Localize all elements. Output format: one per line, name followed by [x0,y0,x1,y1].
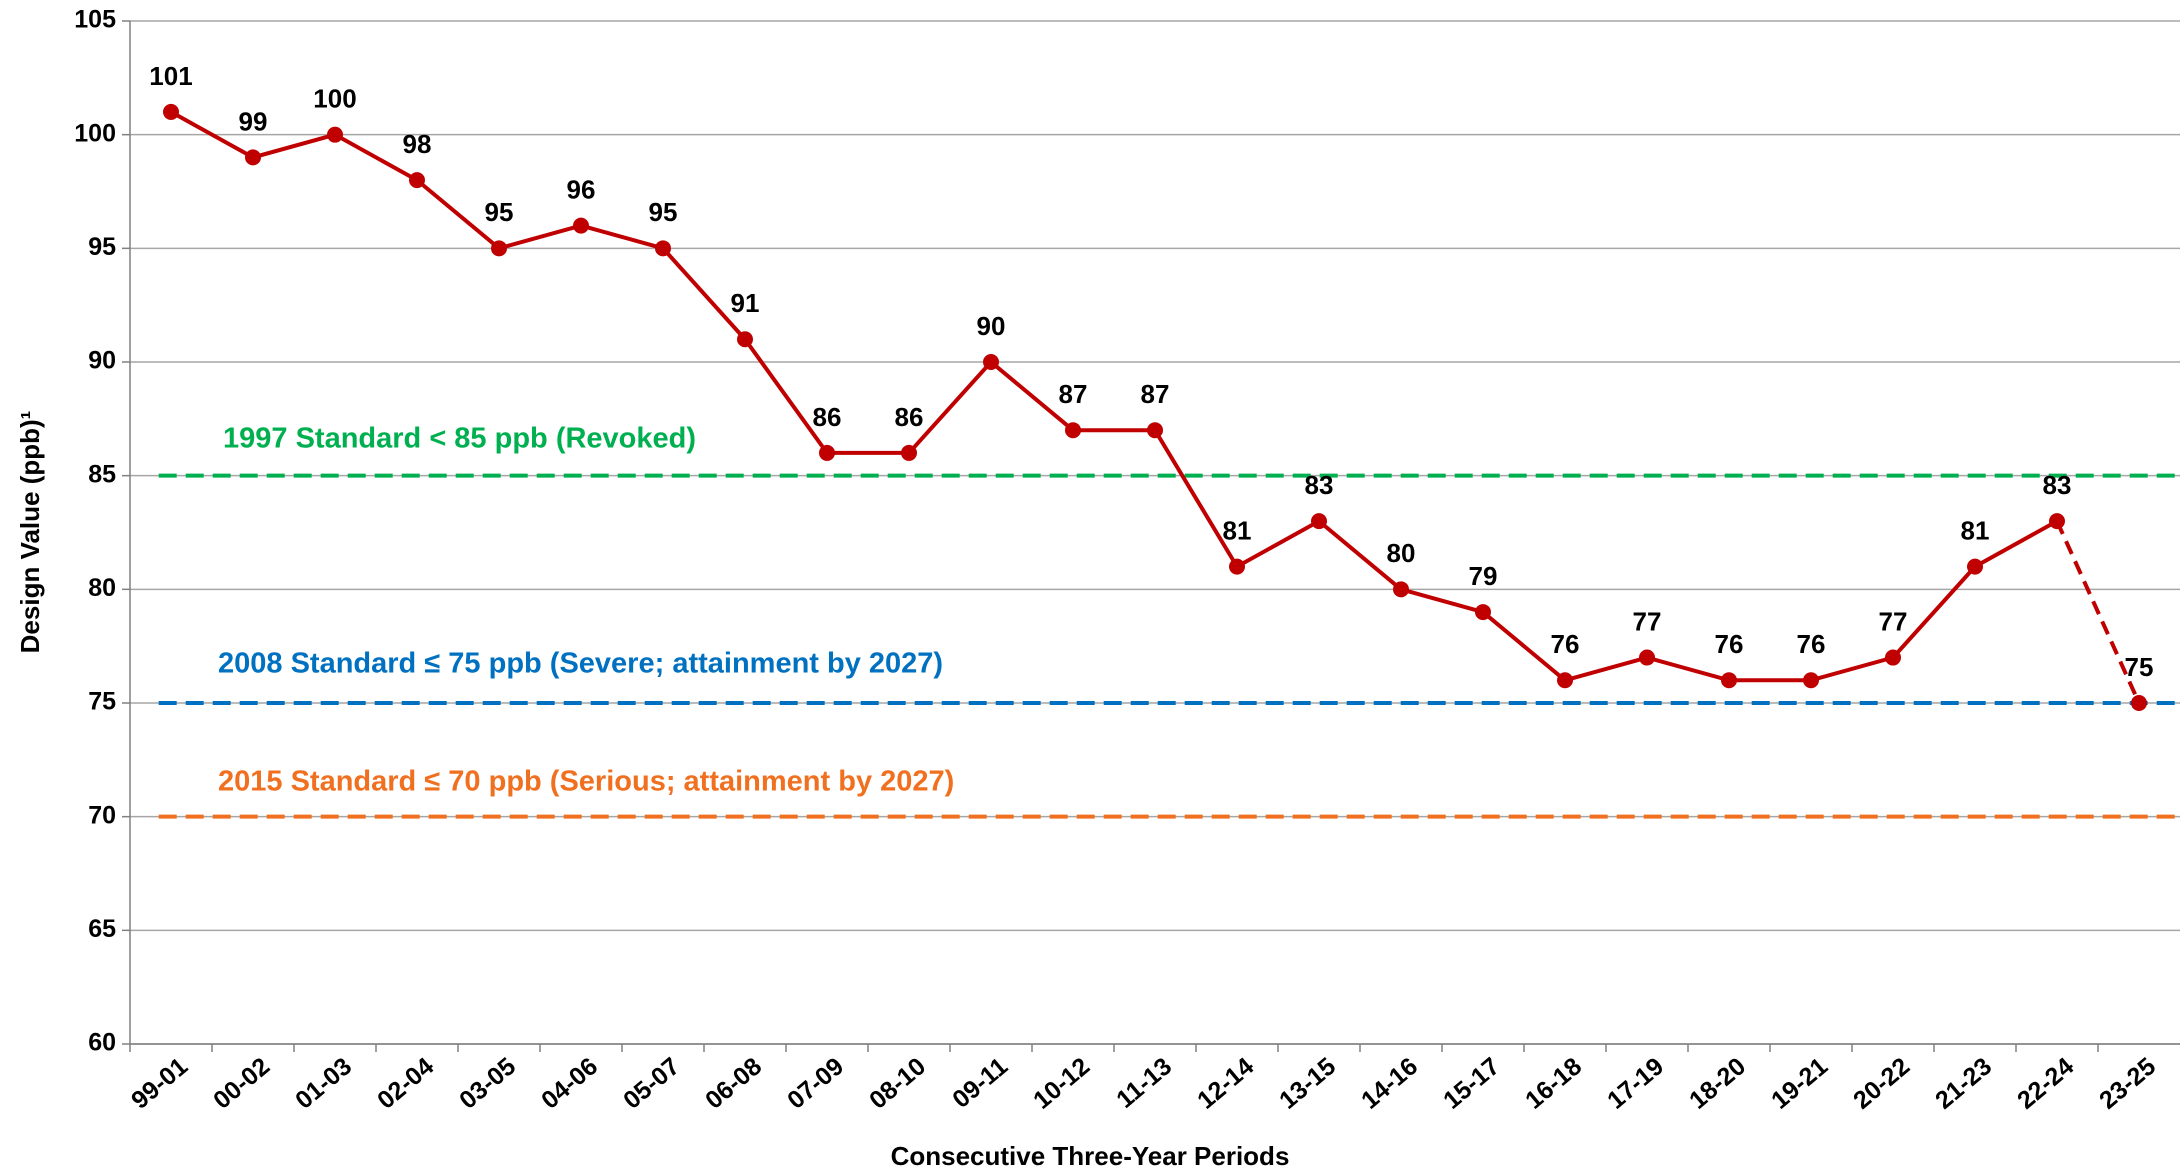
data-point [2131,695,2147,711]
data-point [327,126,343,143]
data-label: 79 [1469,561,1498,591]
y-tick-label: 65 [88,915,116,943]
x-tick-label: 06-08 [700,1052,767,1115]
x-tick-label: 08-10 [864,1052,931,1115]
y-tick-label: 100 [74,119,116,147]
data-point [819,444,835,461]
x-tick-label: 04-06 [536,1052,603,1115]
data-point [245,149,261,166]
data-point [2049,513,2065,530]
y-tick-label: 85 [88,460,116,488]
y-tick-label: 95 [88,233,116,261]
reference-label: 1997 Standard < 85 ppb (Revoked) [223,422,696,454]
data-label: 80 [1387,538,1416,568]
data-point [737,331,753,348]
x-tick-label: 01-03 [290,1052,357,1115]
y-tick-label: 90 [88,347,116,375]
data-label: 77 [1633,606,1662,636]
y-tick-label: 70 [88,801,116,829]
data-point [1721,672,1737,689]
x-tick-label: 18-20 [1684,1052,1751,1115]
data-label: 101 [149,61,192,91]
x-tick-label: 19-21 [1766,1052,1833,1115]
x-tick-label: 15-17 [1438,1052,1505,1115]
data-label: 75 [2125,652,2154,682]
x-tick-label: 02-04 [372,1052,439,1115]
data-point [1229,558,1245,575]
x-tick-label: 23-25 [2094,1052,2161,1115]
y-tick-label: 80 [88,574,116,602]
data-point [1885,649,1901,666]
data-label: 83 [2043,470,2072,500]
data-label: 95 [649,197,678,227]
data-point [573,217,589,234]
reference-label: 2015 Standard ≤ 70 ppb (Serious; attainm… [218,765,954,797]
data-label: 77 [1879,606,1908,636]
x-tick-label: 00-02 [208,1052,275,1115]
data-label: 96 [567,174,596,204]
data-point [901,444,917,461]
x-tick-label: 21-23 [1930,1052,1997,1115]
x-tick-label: 14-16 [1356,1052,1423,1115]
data-label: 76 [1715,629,1744,659]
x-tick-label: 03-05 [454,1052,521,1115]
data-label: 87 [1141,379,1170,409]
data-point [1803,672,1819,689]
data-label: 81 [1961,515,1990,545]
data-point [1393,581,1409,598]
data-line [170,110,2058,683]
x-tick-label: 05-07 [618,1052,685,1115]
data-point [1065,422,1081,439]
x-tick-label: 07-09 [782,1052,849,1115]
data-point [491,240,507,257]
data-label: 81 [1223,515,1252,545]
x-tick-label: 20-22 [1848,1052,1915,1115]
data-point [409,172,425,189]
data-line-projected [2055,520,2141,704]
data-point [1557,672,1573,689]
data-point [1967,558,1983,575]
data-label: 91 [731,288,760,318]
data-point [983,354,999,370]
x-tick-label: 12-14 [1192,1052,1259,1115]
x-tick-label: 16-18 [1520,1052,1587,1115]
x-tick-label: 09-11 [947,1052,1013,1114]
reference-label: 2008 Standard ≤ 75 ppb (Severe; attainme… [218,648,943,680]
data-label: 98 [403,129,432,159]
data-label: 100 [313,84,356,114]
data-label: 76 [1797,629,1826,659]
data-label: 86 [813,402,842,432]
y-axis-title: Design Value (ppb)¹ [15,411,45,654]
x-tick-label: 99-01 [126,1052,193,1115]
data-label: 87 [1059,379,1088,409]
data-label: 86 [895,402,924,432]
data-point [163,103,179,120]
data-point [1147,422,1163,439]
x-tick-label: 10-12 [1028,1052,1095,1115]
data-label: 76 [1551,629,1580,659]
data-label: 99 [239,106,268,136]
data-point [1311,513,1327,530]
x-tick-label: 17-19 [1602,1052,1669,1115]
x-axis-title: Consecutive Three-Year Periods [891,1141,1290,1171]
x-tick-label: 11-13 [1111,1052,1177,1114]
data-point [655,240,671,257]
y-tick-label: 60 [88,1029,116,1057]
data-point [1475,604,1491,621]
y-tick-label: 75 [88,688,116,716]
data-point [1639,649,1655,666]
y-tick-label: 105 [74,6,116,34]
x-tick-label: 13-15 [1274,1052,1341,1115]
data-label: 90 [977,311,1006,341]
x-tick-label: 22-24 [2012,1052,2079,1115]
data-label: 95 [485,197,514,227]
data-label: 83 [1305,470,1334,500]
